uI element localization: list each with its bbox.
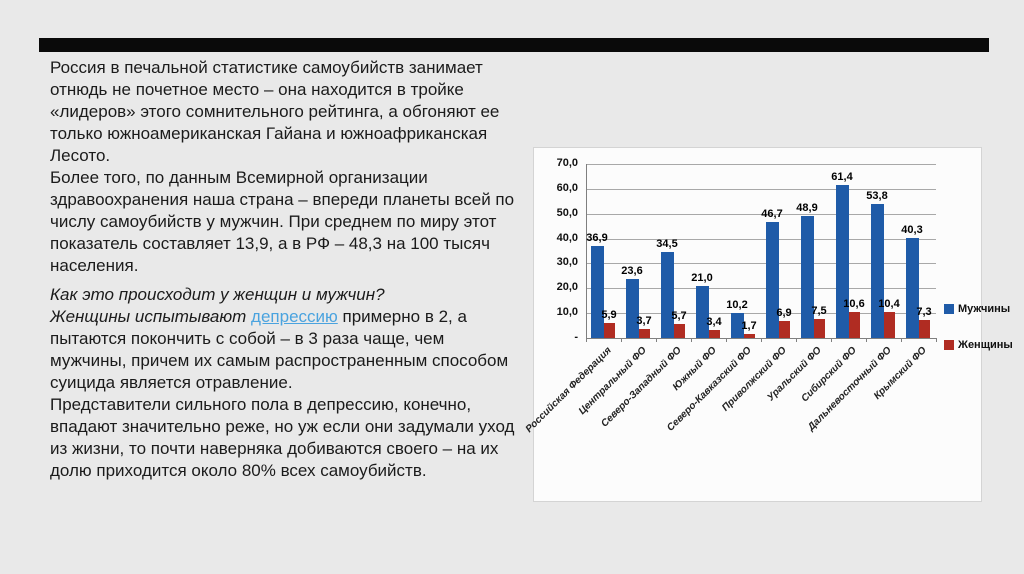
x-axis-tick [586, 338, 587, 342]
gridline [586, 164, 936, 165]
text-block: Россия в печальной статистике самоубийст… [50, 57, 524, 482]
bar-men [625, 279, 639, 338]
chart-panel: -10,0 20,0 30,0 40,0 50,0 60,0 70,0 36,9 5,9 Росс… [524, 147, 1013, 502]
bar-women [673, 323, 685, 338]
bar-men [905, 237, 919, 338]
paragraph-women-lead: Женщины испытывают [50, 307, 252, 326]
paragraph-women-rest: примерно в 2, а пытаются покончить с соб… [50, 307, 509, 392]
value-label-men: 53,8 [866, 190, 888, 203]
value-label-men: 40,3 [901, 223, 923, 236]
y-axis-tick-label: 40,0 [556, 231, 578, 244]
legend-swatch-men [944, 304, 954, 314]
paragraph-ranking: Россия в печальной статистике самоубийст… [50, 58, 500, 165]
value-label-women: 10,6 [843, 297, 865, 310]
x-axis-tick [936, 338, 937, 342]
value-label-women: 5,9 [601, 309, 617, 322]
value-label-women: 6,9 [776, 306, 792, 319]
legend-item-women: Женщины [944, 339, 1013, 351]
y-axis-tick-label: 70,0 [556, 157, 578, 169]
bar-women [918, 319, 930, 338]
x-axis-tick [901, 338, 902, 342]
value-label-men: 48,9 [796, 202, 818, 215]
value-label-women: 3,7 [636, 314, 652, 327]
legend-item-men: Мужчины [944, 303, 1010, 315]
x-axis-tick [726, 338, 727, 342]
bar-men [695, 285, 709, 338]
paragraph-question: Как это происходит у женщин и мужчин? [50, 285, 385, 304]
gridline [586, 313, 936, 315]
bar-men [730, 312, 744, 338]
bar-women [603, 323, 615, 338]
y-axis-tick-label: 30,0 [556, 256, 578, 269]
y-axis-tick-label: 50,0 [556, 206, 578, 219]
y-axis-tick-label: 10,0 [556, 306, 578, 319]
x-axis-tick [866, 338, 867, 342]
value-label-women: 5,7 [671, 309, 687, 322]
gridline [586, 238, 936, 240]
depression-link[interactable]: депрессию [251, 307, 338, 326]
bar-men [800, 216, 814, 338]
value-label-men: 46,7 [761, 207, 783, 220]
gridline [586, 213, 936, 215]
value-label-men: 36,9 [586, 232, 608, 245]
value-label-men: 23,6 [621, 265, 643, 278]
legend-label: Мужчины [958, 303, 1011, 315]
value-label-women: 3,4 [706, 315, 722, 328]
paragraph-who-stats: Более того, по данным Всемирной организа… [50, 168, 515, 275]
x-axis-tick [691, 338, 692, 342]
value-label-women: 1,7 [741, 319, 757, 332]
value-label-men: 61,4 [831, 171, 853, 184]
x-axis-tick [761, 338, 762, 342]
legend-swatch-women [944, 340, 954, 350]
bar-chart: -10,0 20,0 30,0 40,0 50,0 60,0 70,0 36,9 5,9 Росс… [524, 148, 1013, 501]
bar-women [743, 333, 755, 338]
bar-men [835, 185, 849, 338]
gridline [586, 263, 936, 265]
paragraph-men: Представители сильного пола в депрессию,… [50, 395, 515, 480]
bar-women [883, 312, 895, 338]
y-axis-tick-label: 20,0 [556, 281, 578, 294]
legend-label: Женщины [958, 339, 1013, 351]
value-label-men: 34,5 [656, 238, 678, 251]
bar-men [590, 246, 604, 338]
bar-men [660, 252, 674, 338]
value-label-women: 7,5 [811, 305, 827, 318]
bar-women [778, 320, 790, 338]
value-label-women: 10,4 [878, 298, 900, 311]
value-label-women: 7,3 [916, 305, 932, 318]
x-axis-tick [621, 338, 622, 342]
bar-men [765, 221, 779, 338]
gridline [586, 288, 936, 290]
value-label-men: 10,2 [726, 298, 748, 311]
black-divider-bar [39, 38, 989, 52]
bar-women [848, 311, 860, 338]
bar-men [870, 204, 884, 338]
bar-women [708, 329, 720, 338]
y-axis-tick-label: 60,0 [556, 181, 578, 194]
gridline [586, 188, 936, 190]
paragraph-women: Женщины испытывают депрессию примерно в … [50, 306, 524, 394]
value-label-men: 21,0 [691, 271, 713, 284]
bar-women [638, 328, 650, 338]
x-axis-tick [796, 338, 797, 342]
x-axis-tick [656, 338, 657, 342]
y-axis-tick-label: - [574, 331, 578, 343]
x-axis-tick [831, 338, 832, 342]
bar-women [813, 319, 825, 338]
y-axis-line [586, 164, 587, 338]
